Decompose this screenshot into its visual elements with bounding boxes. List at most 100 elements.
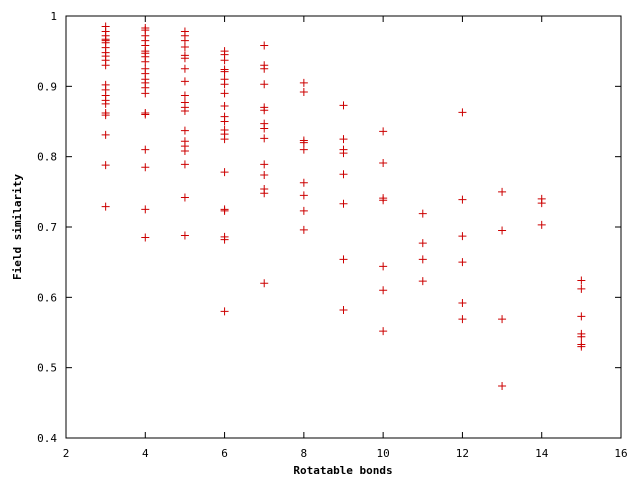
scatter-point	[220, 67, 229, 76]
scatter-point	[498, 187, 507, 196]
scatter-point	[180, 106, 189, 115]
scatter-point	[458, 195, 467, 204]
scatter-point	[458, 232, 467, 241]
y-axis-title: Field similarity	[11, 174, 24, 280]
scatter-point	[379, 286, 388, 295]
scatter-point	[180, 54, 189, 63]
scatter-point	[458, 258, 467, 267]
scatter-point	[458, 298, 467, 307]
scatter-point	[220, 102, 229, 111]
scatter-point	[180, 91, 189, 100]
scatter-point	[180, 193, 189, 202]
scatter-point	[101, 130, 110, 139]
scatter-point	[141, 57, 150, 66]
scatter-point	[498, 226, 507, 235]
scatter-point	[299, 87, 308, 96]
scatter-point	[339, 199, 348, 208]
scatter-point	[577, 332, 586, 341]
scatter-point	[260, 189, 269, 198]
scatter-point	[299, 138, 308, 147]
scatter-point	[220, 56, 229, 65]
scatter-point	[577, 276, 586, 285]
scatter-point	[339, 135, 348, 144]
scatter-point	[260, 41, 269, 50]
scatter-point	[220, 80, 229, 89]
y-tick-label: 0.7	[37, 221, 57, 234]
scatter-point	[220, 117, 229, 126]
scatter-point	[299, 78, 308, 87]
scatter-point	[339, 170, 348, 179]
scatter-point	[418, 277, 427, 286]
scatter-point	[101, 161, 110, 170]
scatter-point	[299, 145, 308, 154]
scatter-point	[141, 110, 150, 119]
scatter-point	[577, 284, 586, 293]
y-tick-label: 0.8	[37, 151, 57, 164]
scatter-point	[141, 145, 150, 154]
scatter-point	[260, 134, 269, 143]
scatter-point	[260, 279, 269, 288]
scatter-point	[220, 235, 229, 244]
scatter-point	[299, 225, 308, 234]
scatter-point	[577, 342, 586, 351]
x-tick-label: 10	[377, 447, 390, 460]
scatter-point	[220, 206, 229, 215]
x-tick-label: 16	[614, 447, 627, 460]
scatter-point	[339, 305, 348, 314]
scatter-point	[260, 170, 269, 179]
scatter-point	[260, 124, 269, 133]
x-tick-label: 4	[142, 447, 149, 460]
scatter-point	[299, 178, 308, 187]
scatter-point	[537, 199, 546, 208]
scatter-point	[101, 99, 110, 108]
x-tick-label: 12	[456, 447, 469, 460]
scatter-point	[537, 220, 546, 229]
scatter-point	[180, 42, 189, 51]
scatter-point	[379, 127, 388, 136]
scatter-point	[180, 231, 189, 240]
scatter-point	[141, 89, 150, 98]
scatter-point	[220, 168, 229, 177]
scatter-point	[418, 255, 427, 264]
scatter-point	[339, 149, 348, 158]
scatter-point	[101, 202, 110, 211]
scatter-point	[101, 111, 110, 120]
scatter-point	[458, 315, 467, 324]
scatter-point	[577, 312, 586, 321]
scatter-point	[220, 307, 229, 316]
scatter-point	[260, 160, 269, 169]
scatter-point	[458, 108, 467, 117]
y-tick-label: 0.6	[37, 291, 57, 304]
scatter-point	[299, 206, 308, 215]
scatter-point	[141, 163, 150, 172]
scatter-point	[180, 147, 189, 156]
scatter-point	[299, 191, 308, 200]
scatter-point	[418, 209, 427, 218]
scatter-point	[180, 64, 189, 73]
scatter-point	[180, 160, 189, 169]
scatter-point	[379, 327, 388, 336]
x-tick-label: 14	[535, 447, 549, 460]
scatter-point	[498, 315, 507, 324]
x-axis-title: Rotatable bonds	[293, 464, 392, 477]
x-axis: 2 4 6 8 10 12 14 16	[63, 16, 628, 460]
scatter-point	[260, 64, 269, 73]
y-tick-label: 1	[50, 10, 57, 23]
scatter-point	[180, 77, 189, 86]
scatter-point	[141, 233, 150, 242]
scatter-point	[379, 196, 388, 205]
data-points	[101, 22, 586, 390]
x-tick-label: 8	[301, 447, 308, 460]
scatter-point	[180, 126, 189, 135]
y-axis: 0.4 0.5 0.6 0.7 0.8 0.9 1	[37, 10, 621, 445]
y-tick-label: 0.4	[37, 432, 57, 445]
scatter-point	[220, 135, 229, 144]
scatter-point	[260, 106, 269, 115]
x-tick-label: 6	[221, 447, 228, 460]
y-tick-label: 0.9	[37, 80, 57, 93]
scatter-point	[141, 205, 150, 214]
x-tick-label: 2	[63, 447, 70, 460]
scatter-point	[418, 239, 427, 248]
scatter-point	[379, 262, 388, 271]
scatter-point	[498, 381, 507, 390]
